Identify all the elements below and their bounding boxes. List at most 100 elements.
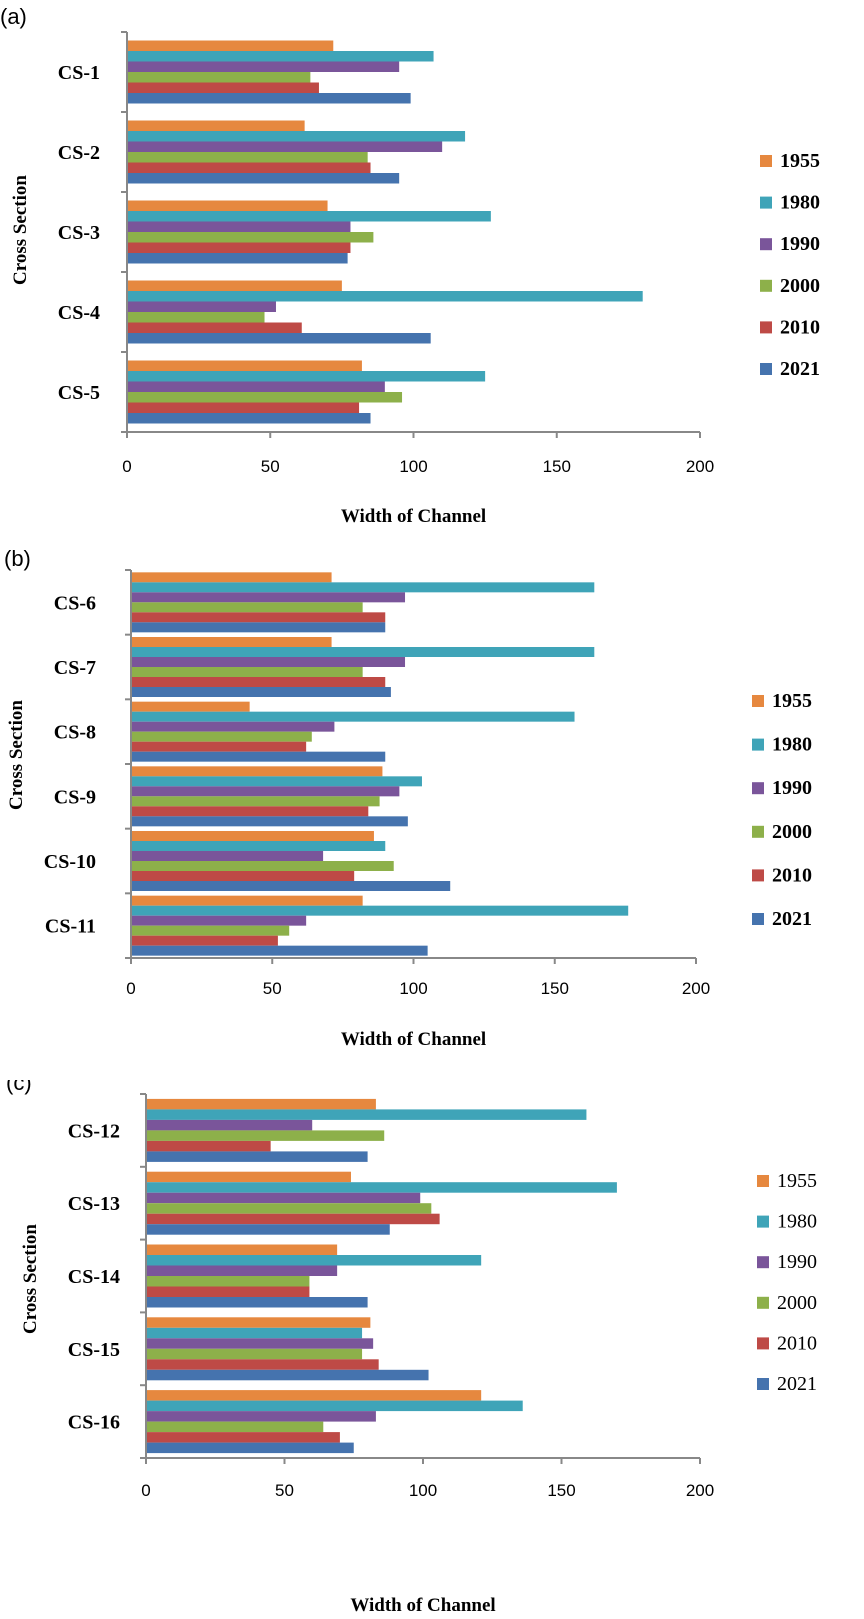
bar-cs-5-1955 — [127, 360, 362, 371]
legend-label-b-2010: 2010 — [772, 864, 812, 886]
category-label-cs-2: CS-2 — [58, 142, 100, 164]
bar-cs-3-1990 — [127, 221, 351, 232]
bar-cs-11-1980 — [131, 905, 629, 916]
x-tick-label-b-100: 100 — [399, 979, 427, 998]
bar-cs-6-2021 — [131, 622, 386, 633]
x-axis-title-c: Width of Channel — [350, 1595, 495, 1616]
category-label-cs-7: CS-7 — [54, 657, 96, 679]
bar-cs-14-1990 — [146, 1265, 338, 1276]
category-label-cs-10: CS-10 — [44, 851, 96, 873]
bar-cs-1-2010 — [127, 82, 319, 93]
bar-cs-5-1980 — [127, 371, 486, 382]
bar-cs-6-2010 — [131, 612, 386, 623]
x-axis-title-a: Width of Channel — [341, 506, 486, 527]
category-label-cs-12: CS-12 — [68, 1120, 120, 1142]
legend-swatch-c-2021 — [757, 1378, 769, 1390]
bar-cs-2-2021 — [127, 173, 400, 184]
bar-cs-2-1955 — [127, 120, 305, 131]
x-tick-label-b-150: 150 — [541, 979, 569, 998]
x-tick-label-c-200: 200 — [686, 1481, 714, 1500]
x-tick-label-a-150: 150 — [543, 457, 571, 476]
legend-swatch-c-2000 — [757, 1296, 769, 1309]
legend-label-a-1955: 1955 — [780, 150, 820, 172]
bar-cs-16-1980 — [146, 1400, 523, 1412]
bar-cs-5-1990 — [127, 381, 385, 392]
bar-cs-7-2010 — [131, 677, 386, 687]
bar-cs-5-2000 — [127, 392, 403, 403]
bar-cs-8-2000 — [131, 731, 312, 742]
bar-cs-9-2021 — [131, 816, 408, 827]
bar-cs-14-2010 — [146, 1286, 310, 1297]
legend-label-a-2021: 2021 — [780, 358, 820, 380]
bar-cs-13-1955 — [146, 1171, 351, 1183]
bar-cs-4-1955 — [127, 280, 342, 291]
bar-cs-2-2010 — [127, 162, 371, 173]
bar-cs-7-2000 — [131, 667, 363, 677]
bar-cs-9-2000 — [131, 796, 380, 807]
bar-cs-9-1955 — [131, 766, 383, 777]
bar-cs-6-1955 — [131, 572, 332, 583]
bar-cs-2-2000 — [127, 152, 368, 163]
bar-cs-15-2010 — [146, 1359, 379, 1370]
legend-label-a-2000: 2000 — [780, 275, 820, 297]
x-tick-label-a-100: 100 — [399, 457, 427, 476]
bar-cs-8-2010 — [131, 741, 307, 752]
x-tick-label-c-150: 150 — [547, 1481, 575, 1500]
bar-cs-3-2021 — [127, 253, 348, 264]
legend-swatch-a-1980 — [760, 196, 772, 209]
legend-label-c-2010: 2010 — [777, 1332, 817, 1354]
category-label-cs-11: CS-11 — [45, 916, 96, 938]
bar-cs-16-2010 — [146, 1432, 340, 1443]
bar-cs-11-2000 — [131, 925, 290, 936]
bar-cs-3-1980 — [127, 211, 491, 222]
bar-cs-1-2021 — [127, 93, 411, 104]
chart-panel-a: (a) CS-1 CS-2 CS-3 CS-4 CS-5 0 50 100 150 200 Width… — [0, 0, 864, 540]
bar-cs-3-1955 — [127, 200, 328, 211]
bar-cs-13-2000 — [146, 1203, 432, 1214]
bar-cs-8-1955 — [131, 701, 250, 712]
x-tick-label-c-0: 0 — [141, 1481, 150, 1500]
x-axis-title-b: Width of Channel — [341, 1029, 486, 1050]
bar-cs-4-2000 — [127, 312, 265, 323]
chart-b-svg: (b) CS-6 CS-7 CS-8 CS-9 CS-10 CS-11 0 50 100 150 20… — [4, 546, 812, 1050]
bar-cs-1-1955 — [127, 40, 334, 51]
bar-cs-3-2000 — [127, 232, 374, 243]
bar-cs-8-1980 — [131, 711, 575, 722]
y-axis-title-c: Cross Section — [20, 1224, 41, 1334]
legend-swatch-a-2010 — [760, 321, 772, 334]
bar-cs-7-2021 — [131, 687, 391, 697]
bar-cs-15-2021 — [146, 1369, 429, 1381]
bar-cs-12-2021 — [146, 1151, 368, 1162]
chart-panel-c: (c) CS-12 CS-13 CS-14 CS-15 CS-16 0 50 100 150 200… — [0, 1080, 864, 1619]
bar-cs-10-2000 — [131, 861, 394, 871]
bar-cs-12-2010 — [146, 1140, 271, 1152]
bar-cs-10-2021 — [131, 881, 451, 891]
bar-cs-6-1980 — [131, 582, 595, 593]
legend-label-a-1980: 1980 — [780, 192, 820, 214]
x-tick-label-b-200: 200 — [682, 979, 710, 998]
category-label-cs-15: CS-15 — [68, 1339, 120, 1361]
legend-swatch-a-2021 — [760, 363, 772, 375]
legend-label-b-1955: 1955 — [772, 690, 812, 712]
legend-swatch-c-1955 — [757, 1175, 769, 1187]
bar-cs-8-1990 — [131, 721, 335, 732]
bar-cs-1-2000 — [127, 72, 311, 83]
legend-label-c-1980: 1980 — [777, 1211, 817, 1233]
legend-label-c-1990: 1990 — [777, 1251, 817, 1273]
bar-cs-12-1990 — [146, 1119, 313, 1131]
bar-cs-7-1955 — [131, 637, 332, 647]
bar-cs-14-2000 — [146, 1276, 310, 1287]
bar-cs-8-2021 — [131, 751, 386, 762]
bar-cs-9-1990 — [131, 786, 400, 797]
x-tick-label-a-50: 50 — [261, 457, 280, 476]
bar-cs-15-2000 — [146, 1348, 363, 1360]
legend-label-a-1990: 1990 — [780, 233, 820, 255]
legend-label-c-2000: 2000 — [777, 1292, 817, 1314]
bar-cs-4-2010 — [127, 322, 302, 333]
bar-cs-4-1980 — [127, 291, 643, 302]
chart-panel-b: (b) CS-6 CS-7 CS-8 CS-9 CS-10 CS-11 0 50 100 150 20… — [0, 540, 864, 1080]
bar-cs-16-1990 — [146, 1411, 376, 1422]
bar-cs-13-1990 — [146, 1192, 421, 1204]
bar-cs-5-2021 — [127, 413, 371, 424]
bar-cs-2-1980 — [127, 131, 466, 142]
